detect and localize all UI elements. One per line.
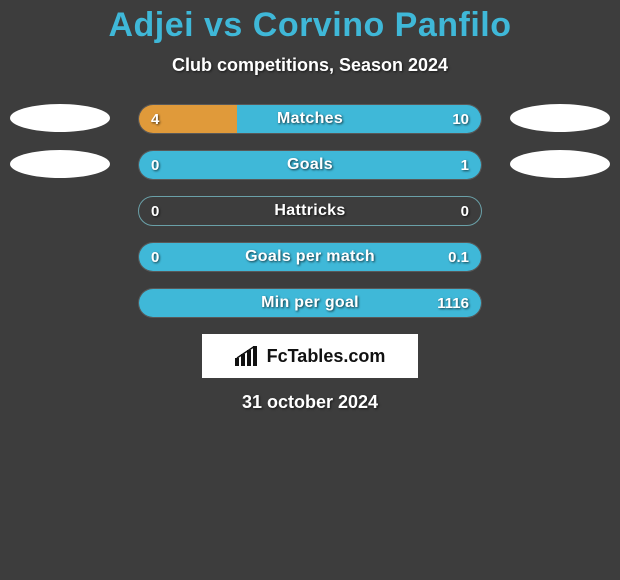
watermark: FcTables.com	[202, 334, 418, 378]
team-left-logo	[0, 144, 120, 184]
stat-row: Min per goal1116	[0, 288, 620, 318]
stat-bar: 0Goals per match0.1	[138, 242, 482, 272]
bar-fill-left	[139, 105, 237, 133]
stat-bar: Min per goal1116	[138, 288, 482, 318]
comparison-rows: 4Matches10 0Goals1 0Hattricks0 0Goals per m…	[0, 104, 620, 318]
team-left-logo	[0, 98, 120, 138]
stat-row: 0Goals per match0.1	[0, 242, 620, 272]
stat-row: 0Hattricks0	[0, 196, 620, 226]
watermark-text: FcTables.com	[267, 346, 386, 367]
bar-fill-right	[139, 151, 481, 179]
team-right-logo	[500, 98, 620, 138]
stat-row: 0Goals1	[0, 150, 620, 180]
stat-bar: 0Goals1	[138, 150, 482, 180]
bar-fill-right	[237, 105, 481, 133]
stat-bar: 4Matches10	[138, 104, 482, 134]
page-subtitle: Club competitions, Season 2024	[0, 55, 620, 76]
team-right-logo	[500, 144, 620, 184]
page-title: Adjei vs Corvino Panfilo	[0, 6, 620, 45]
bar-fill-right	[139, 289, 481, 317]
stat-bar: 0Hattricks0	[138, 196, 482, 226]
bar-fill-right	[139, 243, 481, 271]
date-label: 31 october 2024	[0, 392, 620, 413]
stat-row: 4Matches10	[0, 104, 620, 134]
bar-chart-icon	[235, 346, 261, 366]
